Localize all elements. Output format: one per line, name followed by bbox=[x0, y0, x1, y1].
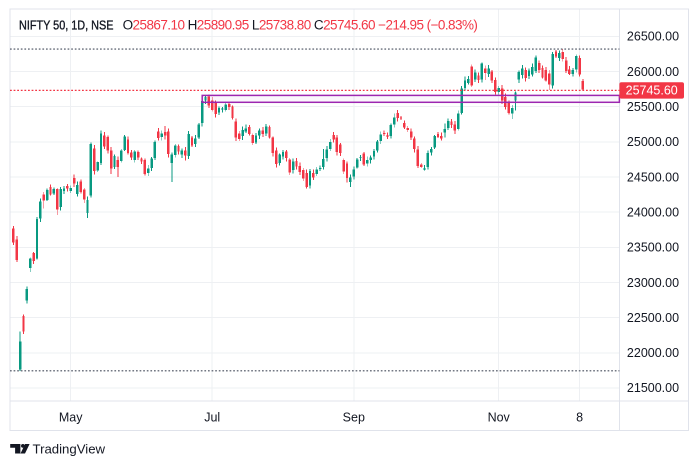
svg-text:24000.00: 24000.00 bbox=[627, 206, 679, 220]
svg-text:25000.00: 25000.00 bbox=[627, 135, 679, 149]
svg-text:May: May bbox=[59, 411, 83, 425]
svg-text:21500.00: 21500.00 bbox=[627, 381, 679, 395]
svg-text:25500.00: 25500.00 bbox=[627, 100, 679, 114]
svg-text:23500.00: 23500.00 bbox=[627, 241, 679, 255]
svg-text:O25867.10 H25890.95 L25738.80: O25867.10 H25890.95 L25738.80 C25745.60 … bbox=[123, 18, 478, 33]
svg-text:25745.60: 25745.60 bbox=[626, 84, 678, 98]
svg-text:26000.00: 26000.00 bbox=[627, 65, 679, 79]
svg-text:NIFTY 50, 1D, NSE: NIFTY 50, 1D, NSE bbox=[19, 18, 114, 33]
svg-text:TradingView: TradingView bbox=[33, 441, 106, 456]
svg-text:26500.00: 26500.00 bbox=[627, 30, 679, 44]
svg-text:22500.00: 22500.00 bbox=[627, 311, 679, 325]
svg-text:Sep: Sep bbox=[343, 411, 365, 425]
svg-text:8: 8 bbox=[576, 411, 583, 425]
svg-text:22000.00: 22000.00 bbox=[627, 346, 679, 360]
svg-text:23000.00: 23000.00 bbox=[627, 276, 679, 290]
svg-text:Jul: Jul bbox=[204, 411, 220, 425]
svg-text:24500.00: 24500.00 bbox=[627, 170, 679, 184]
svg-text:Nov: Nov bbox=[488, 411, 511, 425]
